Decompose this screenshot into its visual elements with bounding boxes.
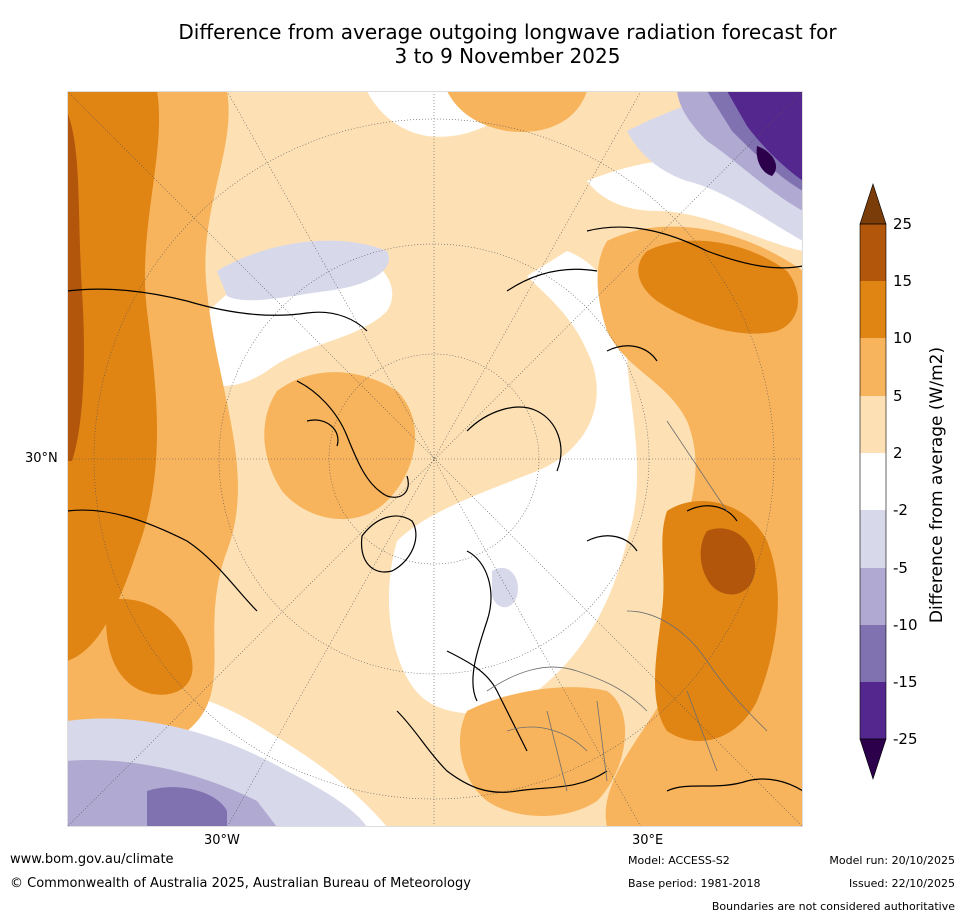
colorbar — [859, 183, 887, 780]
colorbar-band-5-10 — [860, 338, 886, 396]
graticule — [67, 91, 803, 827]
lat-label-30n: 30°N — [25, 451, 58, 466]
colorbar-tick-10: 10 — [893, 329, 913, 347]
coastlines — [67, 226, 803, 793]
website-link[interactable]: www.bom.gov.au/climate — [10, 852, 174, 867]
colorbar-tick-m10: -10 — [893, 616, 918, 634]
colorbar-tick-m2: -2 — [893, 501, 908, 519]
colorbar-band-m10-m15 — [860, 625, 886, 682]
colorbar-tick-m5: -5 — [893, 559, 908, 577]
issued-date: Issued: 22/10/2025 — [848, 877, 955, 890]
colorbar-tick-15: 15 — [893, 272, 913, 290]
chart-title: Difference from average outgoing longwav… — [0, 20, 965, 68]
colorbar-band-2-5 — [860, 396, 886, 453]
colorbar-band-10-15 — [860, 281, 886, 338]
anomaly-regions-negative — [67, 91, 803, 827]
model-run: Model run: 20/10/2025 — [829, 854, 955, 867]
model-name: Model: ACCESS-S2 — [628, 854, 730, 867]
colorbar-band-15-25 — [860, 224, 886, 281]
disclaimer: Boundaries are not considered authoritat… — [711, 900, 955, 913]
colorbar-band-neutral — [860, 453, 886, 510]
colorbar-band-m15-m25 — [860, 682, 886, 739]
country-borders — [486, 420, 768, 792]
lon-label-30e: 30°E — [632, 833, 664, 848]
colorbar-tick-5: 5 — [893, 387, 903, 405]
copyright: © Commonwealth of Australia 2025, Austra… — [10, 876, 471, 891]
chart-title-line2: 3 to 9 November 2025 — [394, 44, 621, 68]
lon-label-30w: 30°W — [204, 833, 240, 848]
colorbar-tick-25: 25 — [893, 215, 913, 233]
polar-stereographic-map — [67, 91, 803, 827]
colorbar-label: Difference from average (W/m2) — [927, 346, 947, 624]
colorbar-extend-bottom — [860, 739, 886, 779]
colorbar-tick-2: 2 — [893, 444, 903, 462]
base-period: Base period: 1981-2018 — [628, 877, 761, 890]
colorbar-band-m5-m10 — [860, 568, 886, 625]
chart-title-line1: Difference from average outgoing longwav… — [178, 20, 837, 44]
colorbar-tick-m25: -25 — [893, 730, 918, 748]
colorbar-extend-top — [860, 184, 886, 224]
colorbar-tick-m15: -15 — [893, 673, 918, 691]
colorbar-band-m2-m5 — [860, 510, 886, 568]
anomaly-regions-15to25 — [67, 111, 756, 595]
